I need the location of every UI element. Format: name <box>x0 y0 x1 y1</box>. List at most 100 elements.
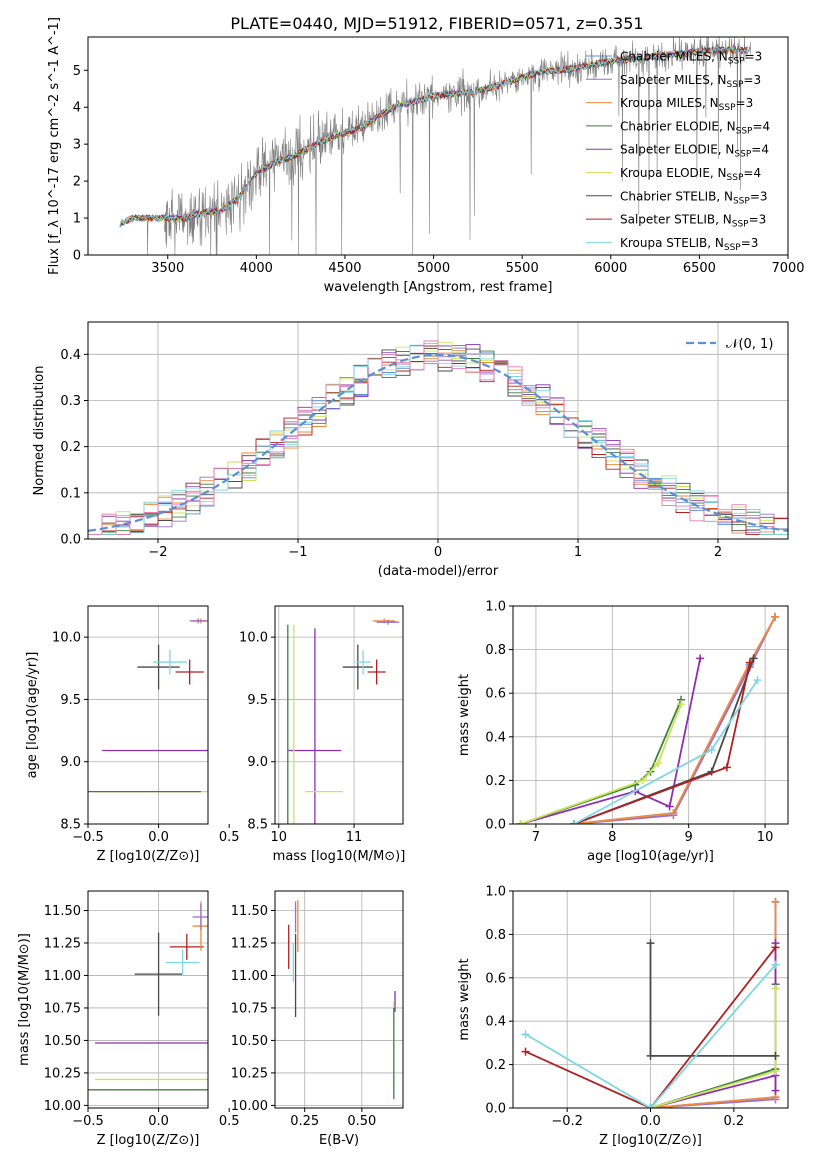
x-tick-label: 1 <box>574 545 582 560</box>
mass-weight-marker <box>665 802 674 811</box>
legend-count: =3 <box>736 96 754 110</box>
mass-weight-line <box>574 616 776 824</box>
x-tick-label: 7 <box>532 830 540 845</box>
y-tick-label: 0.2 <box>485 774 506 789</box>
y-tick-label: 8.5 <box>247 818 268 833</box>
mass-weight-marker <box>771 943 780 952</box>
mass-weight-marker <box>749 654 758 663</box>
y-tick-label: 10.75 <box>44 1001 81 1016</box>
plot-area-age_vs_mass <box>275 606 403 824</box>
mass-weight-marker <box>646 1051 655 1060</box>
y-tick-label: 10.0 <box>239 631 268 646</box>
y-axis-label: Flux [f_λ 10^-17 erg cm^-2 s^-1 A^-1] <box>47 17 62 275</box>
y-tick-label: 9.5 <box>247 693 268 708</box>
legend-count: =4 <box>743 166 761 180</box>
y-tick-label: 11.00 <box>44 969 81 984</box>
panel-mass_vs_Z: −0.5 0.0 0.5 10.00 10.25 10.50 10.75 11.00 11.25… <box>17 890 240 1148</box>
mass-weight-marker <box>722 763 731 772</box>
y-tick-label: 10.50 <box>44 1034 81 1049</box>
y-tick-label: 1 <box>73 212 81 227</box>
legend-label: Chabrier STELIB, NSSP=3 <box>620 189 768 206</box>
panel-spectrum: Chabrier MILES, NSSP=3 Salpeter MILES, NS… <box>47 17 805 295</box>
x-tick-label: 2 <box>714 545 722 560</box>
y-tick-label: 9.0 <box>247 755 268 770</box>
mass-weight-line <box>650 988 777 1108</box>
x-tick-label: 0.50 <box>347 1114 376 1129</box>
x-tick-label: 0.0 <box>148 830 169 845</box>
mass-weight-marker <box>771 960 780 969</box>
plot-area-cumulative_Z <box>513 891 788 1108</box>
mass-weight-line <box>520 658 702 824</box>
y-tick-label: 2 <box>73 175 81 190</box>
mass-weight-marker <box>654 758 663 767</box>
plot-area-cumulative_age <box>513 606 788 824</box>
plot-area-residuals <box>88 322 788 539</box>
legend-label: 𝒩(0, 1) <box>726 337 773 352</box>
x-axis-label: (data-model)/error <box>378 564 499 579</box>
y-tick-label: 0.8 <box>485 928 506 943</box>
y-tick-label: 9.5 <box>60 693 81 708</box>
y-tick-label: 10.25 <box>44 1066 81 1081</box>
mass-weight-marker <box>646 939 655 948</box>
normal-curve <box>88 353 788 532</box>
x-tick-label: 0.5 <box>219 830 240 845</box>
legend-count: =3 <box>743 73 761 87</box>
y-tick-label: 11.25 <box>44 936 81 951</box>
mass-weight-marker <box>696 654 705 663</box>
mass-weight-line <box>520 699 682 824</box>
x-tick-label: 6500 <box>683 261 716 276</box>
legend-count: =3 <box>745 50 763 64</box>
mass-weight-line <box>525 946 777 1108</box>
plot-area-spectrum <box>119 37 751 255</box>
x-tick-label: 10 <box>270 830 287 845</box>
panel-residuals: 𝒩(0, 1) −2 −1 0 1 2 0.0 0.1 0.2 0.3 0.4 (data-model… <box>32 321 789 579</box>
y-tick-label: 0.4 <box>485 730 506 745</box>
model-line <box>119 46 749 227</box>
y-tick-label: 0.2 <box>485 1058 506 1073</box>
axes-frame <box>274 605 404 825</box>
mass-weight-line <box>649 943 776 1057</box>
x-tick-label: 0.2 <box>723 1114 744 1129</box>
legend-subscript: SSP <box>734 150 751 160</box>
y-tick-label: 10.0 <box>52 631 81 646</box>
y-tick-label: 0.0 <box>485 1102 506 1117</box>
legend-count: =3 <box>750 189 768 203</box>
axes-frame <box>87 36 789 256</box>
x-axis-label: Z [log10(Z/Z⊙)] <box>97 849 200 864</box>
legend-subscript: SSP <box>732 220 749 230</box>
x-tick-label: −0.5 <box>72 1114 104 1129</box>
y-tick-label: 0.4 <box>485 1015 506 1030</box>
mass-weight-marker <box>677 700 686 709</box>
mass-weight-line <box>574 616 776 824</box>
mass-weight-marker <box>753 676 762 685</box>
x-tick-label: 6000 <box>594 261 627 276</box>
legend-subscript: SSP <box>719 103 736 113</box>
plot-area-mass_vs_EBV <box>275 891 403 1108</box>
legend-label: Kroupa ELODIE, NSSP=4 <box>620 166 761 183</box>
x-tick-label: 5500 <box>506 261 539 276</box>
y-tick-label: 5 <box>73 64 81 79</box>
spectrum-legend: Chabrier MILES, NSSP=3 Salpeter MILES, NS… <box>586 50 770 253</box>
x-tick-label: 4500 <box>328 261 361 276</box>
legend-label: Chabrier ELODIE, NSSP=4 <box>620 119 770 136</box>
x-tick-label: 0.25 <box>290 1114 319 1129</box>
x-tick-label: −1 <box>288 545 307 560</box>
mass-weight-marker <box>771 984 780 993</box>
y-axis-label: mass weight <box>457 958 472 1040</box>
y-tick-label: 0.2 <box>60 440 81 455</box>
axes-frame <box>274 890 404 1109</box>
mass-weight-marker <box>669 809 678 818</box>
legend-label: Kroupa MILES, NSSP=3 <box>620 96 753 113</box>
axes-frame <box>87 605 209 825</box>
legend-count: =4 <box>751 143 769 157</box>
y-tick-label: 11.50 <box>231 904 268 919</box>
panel-mass_vs_EBV: 0.25 0.50 10.00 10.25 10.50 10.75 11.00 11.25 11… <box>231 890 404 1148</box>
y-tick-label: 0 <box>73 249 81 264</box>
x-tick-label: 4000 <box>240 261 273 276</box>
legend-label: Chabrier MILES, NSSP=3 <box>620 50 762 67</box>
y-tick-label: 0.6 <box>485 971 506 986</box>
x-axis-label: mass [log10(M/M⊙)] <box>273 849 406 864</box>
panel-age_vs_mass: 10 11 8.5 9.0 9.5 10.0 mass [log10(M/M⊙)] <box>239 605 406 864</box>
axes-frame <box>87 890 209 1109</box>
y-tick-label: 0.0 <box>485 818 506 833</box>
